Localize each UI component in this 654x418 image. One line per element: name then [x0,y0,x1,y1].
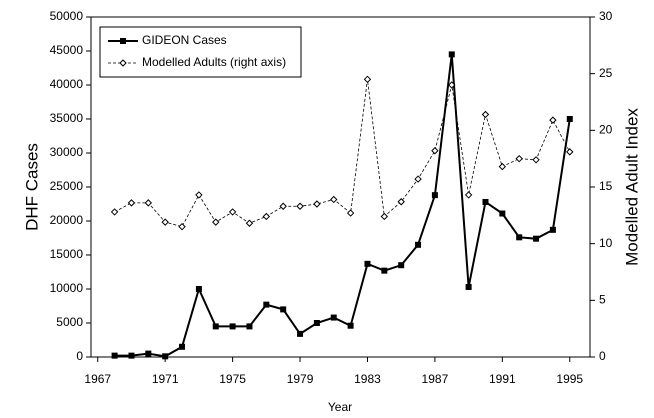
data-point [128,352,135,359]
data-point [162,353,169,360]
data-point [330,195,338,204]
data-point [414,175,422,183]
data-point [178,222,186,231]
data-point [415,241,422,248]
data-point [398,262,405,269]
data-point [195,286,202,292]
y2-axis-title: Modelled Adult Index [622,108,641,266]
data-point [464,191,473,199]
y-tick-label: 40000 [50,77,84,91]
data-point [161,218,169,226]
legend-label: GIDEON Cases [142,33,227,47]
y-tick-label: 30000 [50,145,84,159]
data-point [245,219,254,227]
data-point [212,218,220,226]
data-point [364,260,371,267]
data-point [212,323,219,330]
y2-tick-label: 25 [599,66,613,80]
data-point [381,267,388,274]
data-point [346,209,355,217]
data-point [482,198,489,205]
y2-tick-label: 30 [599,9,613,23]
data-point [262,212,271,221]
data-point [179,343,186,350]
y2-tick-label: 15 [599,179,613,193]
x-tick-label: 1967 [84,372,111,386]
data-point [144,199,153,207]
data-point [127,199,136,207]
data-point [380,212,389,221]
series-line [114,79,571,228]
y-tick-label: 5000 [56,315,83,329]
y-tick-label: 35000 [50,111,84,125]
x-axis-title: Year [328,400,352,414]
data-point [448,51,455,58]
y-axis-title: DHF Cases [22,143,41,231]
x-tick-label: 1979 [287,372,314,386]
data-point [363,75,372,84]
series-line [114,54,571,358]
data-point [330,314,337,321]
data-point [533,235,540,242]
data-point [499,210,506,217]
data-point [566,116,573,122]
data-point [110,208,119,216]
data-point [297,330,304,337]
legend-marker [120,38,126,44]
x-tick-label: 1975 [219,372,246,386]
y2-tick-label: 0 [599,349,606,363]
data-point [448,81,456,89]
data-point [111,352,118,359]
data-point [145,350,152,357]
data-point [347,322,354,329]
data-point [397,198,405,206]
y-tick-label: 25000 [50,179,84,193]
y-tick-label: 20000 [50,213,84,227]
data-point [566,148,574,156]
data-point [296,202,304,210]
y-tick-label: 45000 [50,43,84,57]
data-point [498,162,507,171]
data-point [549,226,556,233]
x-tick-label: 1987 [422,372,449,386]
x-tick-label: 1995 [556,372,583,386]
data-point [229,323,236,330]
x-tick-label: 1971 [152,372,179,386]
data-point [431,147,439,155]
data-point [263,301,270,308]
data-point [481,110,490,119]
data-point [313,320,320,326]
legend-marker [119,59,127,67]
data-point [516,234,523,241]
y-tick-label: 50000 [50,9,84,23]
data-point [228,208,237,216]
legend-label: Modelled Adults (right axis) [142,55,286,69]
data-point [549,116,557,124]
y2-tick-label: 20 [599,123,613,137]
legend-box [99,26,302,78]
y2-tick-label: 10 [599,236,613,250]
data-point [280,306,287,313]
y2-tick-label: 5 [599,293,606,307]
data-point [515,154,523,163]
data-point [431,192,438,199]
data-point [465,283,472,290]
data-point [279,202,287,210]
data-point [532,156,540,164]
x-tick-label: 1983 [354,372,381,386]
y-tick-label: 0 [76,349,83,363]
x-tick-label: 1991 [489,372,516,386]
data-point [195,191,203,199]
y-tick-label: 15000 [50,247,84,261]
data-point [313,200,321,208]
data-point [246,323,253,330]
y-tick-label: 10000 [50,281,84,295]
